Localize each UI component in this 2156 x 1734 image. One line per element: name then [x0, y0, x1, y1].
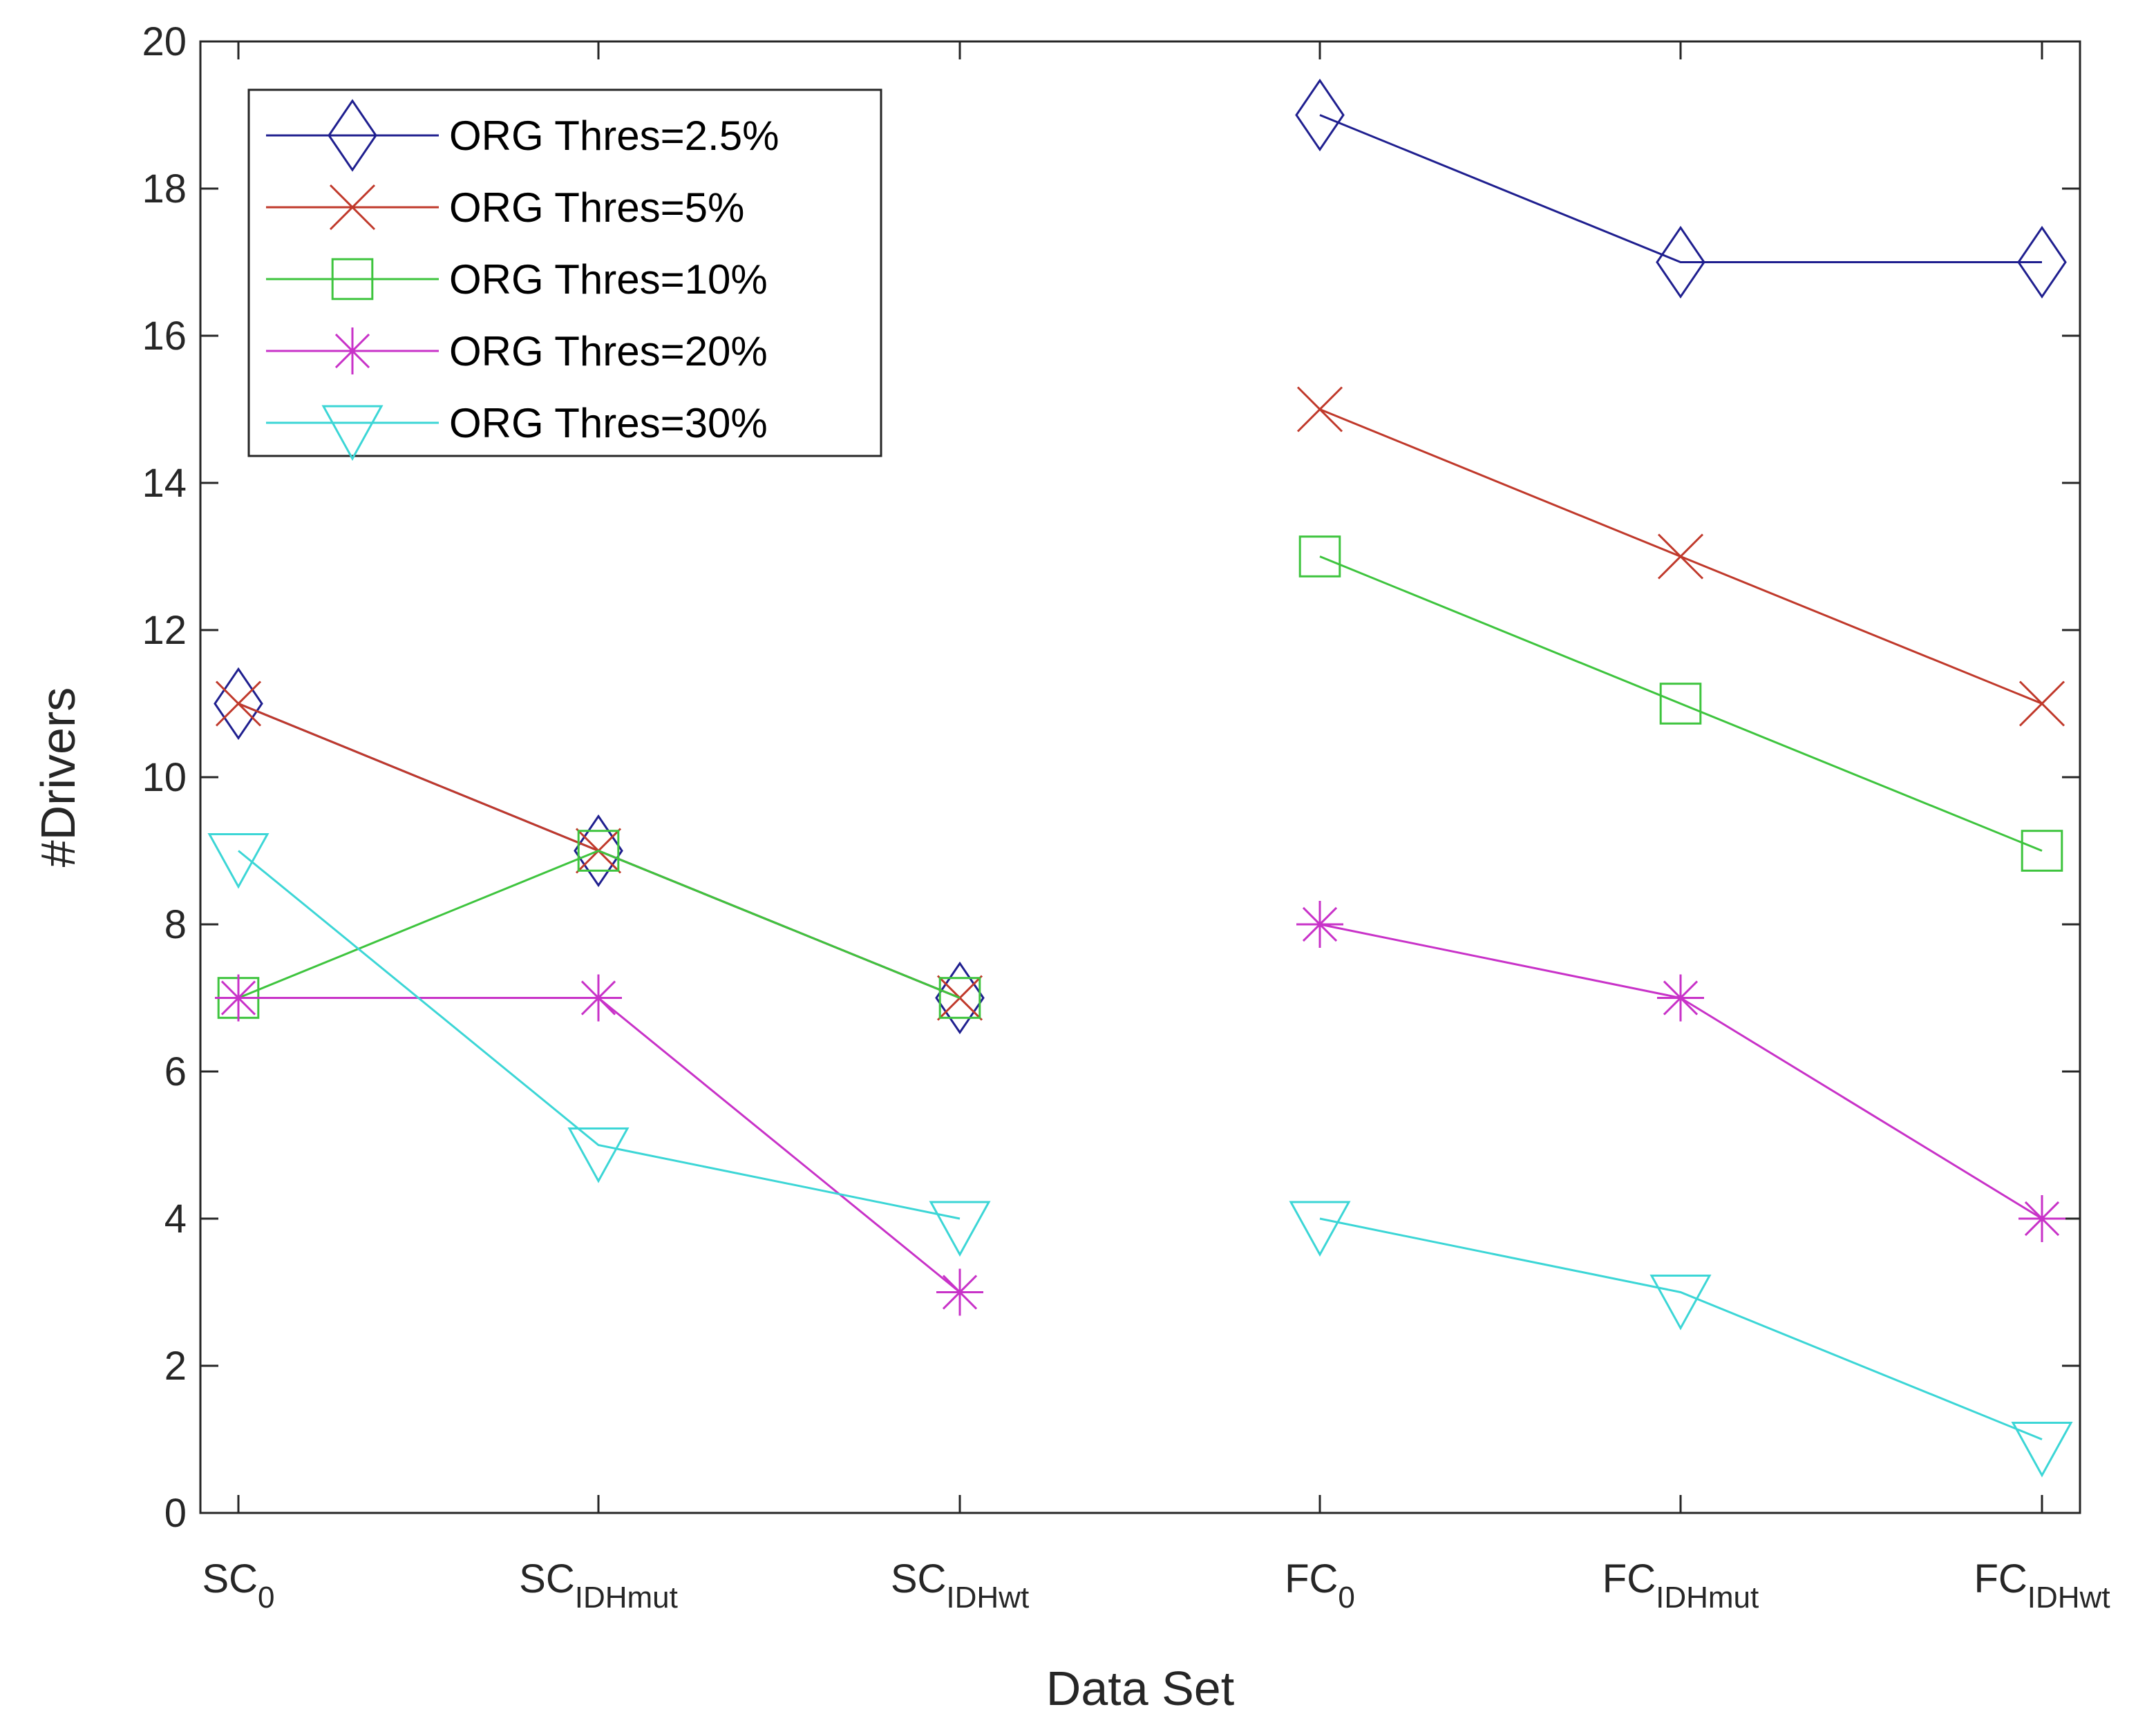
- marker-x-stroke: [329, 184, 376, 231]
- legend-item: ORG Thres=30%: [266, 400, 768, 461]
- legend-item: ORG Thres=20%: [266, 327, 768, 374]
- series-line: [238, 850, 961, 1220]
- series-group: [207, 833, 2073, 1478]
- marker-triangle-down: [567, 1127, 630, 1183]
- series-line: [1319, 1217, 2043, 1440]
- legend-item: ORG Thres=10%: [266, 256, 768, 303]
- marker-asterisk: [2018, 1195, 2065, 1242]
- marker-asterisk-stroke: [1302, 906, 1338, 942]
- y-tick-label: 14: [142, 461, 187, 506]
- marker-square: [331, 258, 374, 301]
- marker-triangle-down: [2011, 1422, 2073, 1478]
- marker-asterisk-stroke: [942, 1275, 978, 1310]
- marker-asterisk: [575, 974, 622, 1022]
- y-tick-label: 12: [142, 608, 187, 653]
- y-tick-label: 6: [164, 1049, 187, 1094]
- y-tick-label: 18: [142, 166, 187, 211]
- marker-x: [329, 184, 376, 231]
- series-layer: [207, 78, 2073, 1478]
- x-tick-label: FC0: [1285, 1556, 1355, 1614]
- y-tick-label: 2: [164, 1344, 187, 1389]
- x-tick-label-main: FC: [1285, 1556, 1338, 1601]
- marker-diamond: [574, 814, 623, 888]
- marker-triangle-down: [1289, 1201, 1351, 1257]
- x-tick-label-main: SC: [519, 1556, 575, 1601]
- marker-diamond: [935, 961, 985, 1035]
- legend-item: ORG Thres=5%: [266, 184, 744, 231]
- x-tick-label-main: FC: [1974, 1556, 2027, 1601]
- marker-triangle-down: [1649, 1275, 1712, 1331]
- series-line: [1319, 555, 2043, 852]
- y-tick-label: 0: [164, 1491, 187, 1536]
- marker-asterisk-stroke: [2024, 1201, 2060, 1237]
- x-tick-label: FCIDHmut: [1602, 1556, 1759, 1614]
- y-tick-label: 10: [142, 755, 187, 800]
- marker-asterisk-stroke: [580, 980, 616, 1016]
- marker-x-stroke: [1657, 533, 1704, 580]
- x-tick-label-sub: IDHmut: [575, 1581, 678, 1614]
- series-line: [1319, 114, 2042, 263]
- y-tick-label: 16: [142, 314, 187, 359]
- marker-asterisk-stroke: [220, 980, 256, 1016]
- marker-x-stroke: [2018, 680, 2065, 727]
- legend-label: ORG Thres=20%: [449, 328, 768, 374]
- x-axis-title: Data Set: [1046, 1661, 1234, 1715]
- marker-square: [1659, 683, 1702, 725]
- marker-diamond: [1295, 78, 1345, 152]
- x-tick-label-sub: IDHwt: [946, 1581, 1029, 1614]
- marker-triangle-down: [321, 405, 384, 461]
- marker-asterisk-stroke: [334, 333, 370, 369]
- legend-label: ORG Thres=2.5%: [449, 113, 779, 159]
- marker-triangle-down: [929, 1201, 991, 1257]
- marker-asterisk: [329, 327, 376, 374]
- y-axis-title: #Drivers: [31, 687, 85, 868]
- legend: ORG Thres=2.5% ORG Thres=5% ORG Thres=10% O…: [247, 88, 882, 461]
- x-tick-label: SCIDHmut: [519, 1556, 678, 1614]
- marker-square: [2021, 830, 2063, 872]
- y-tick-label: 8: [164, 902, 187, 947]
- legend-box: [247, 88, 882, 457]
- x-tick-label: SC0: [202, 1556, 274, 1614]
- plot-frame: [199, 40, 2081, 1514]
- marker-diamond: [2017, 225, 2067, 299]
- y-tick-label: 4: [164, 1197, 187, 1241]
- marker-square: [1298, 535, 1341, 578]
- marker-x: [215, 680, 262, 727]
- legend-label: ORG Thres=10%: [449, 256, 768, 303]
- x-tick-label-sub: 0: [258, 1581, 274, 1614]
- x-tick-label-main: SC: [202, 1556, 258, 1601]
- x-tick-label-main: FC: [1602, 1556, 1656, 1601]
- marker-diamond: [1656, 225, 1705, 299]
- marker-x: [2018, 680, 2065, 727]
- y-tick-label: 20: [142, 19, 187, 64]
- x-tick-label-sub: IDHwt: [2027, 1581, 2110, 1614]
- marker-asterisk: [936, 1268, 983, 1316]
- legend-label: ORG Thres=5%: [449, 184, 744, 231]
- x-tick-label: FCIDHwt: [1974, 1556, 2110, 1614]
- marker-square: [577, 830, 620, 872]
- marker-diamond: [214, 667, 263, 741]
- x-tick-label: SCIDHwt: [891, 1556, 1029, 1614]
- x-tick-label-sub: 0: [1338, 1581, 1354, 1614]
- legend-item: ORG Thres=2.5%: [266, 99, 779, 172]
- marker-asterisk-stroke: [1663, 980, 1699, 1016]
- marker-diamond: [328, 99, 377, 172]
- marker-x: [1296, 386, 1343, 432]
- legend-label: ORG Thres=30%: [449, 400, 768, 446]
- marker-asterisk: [1657, 974, 1704, 1022]
- marker-x: [1657, 533, 1704, 580]
- marker-square: [938, 977, 981, 1019]
- x-tick-label-sub: IDHmut: [1656, 1581, 1759, 1614]
- marker-x-stroke: [215, 680, 262, 727]
- marker-triangle-down: [207, 833, 270, 889]
- x-tick-label-main: SC: [891, 1556, 947, 1601]
- marker-asterisk: [1296, 901, 1343, 948]
- marker-asterisk: [215, 974, 262, 1022]
- marker-x-stroke: [1296, 386, 1343, 432]
